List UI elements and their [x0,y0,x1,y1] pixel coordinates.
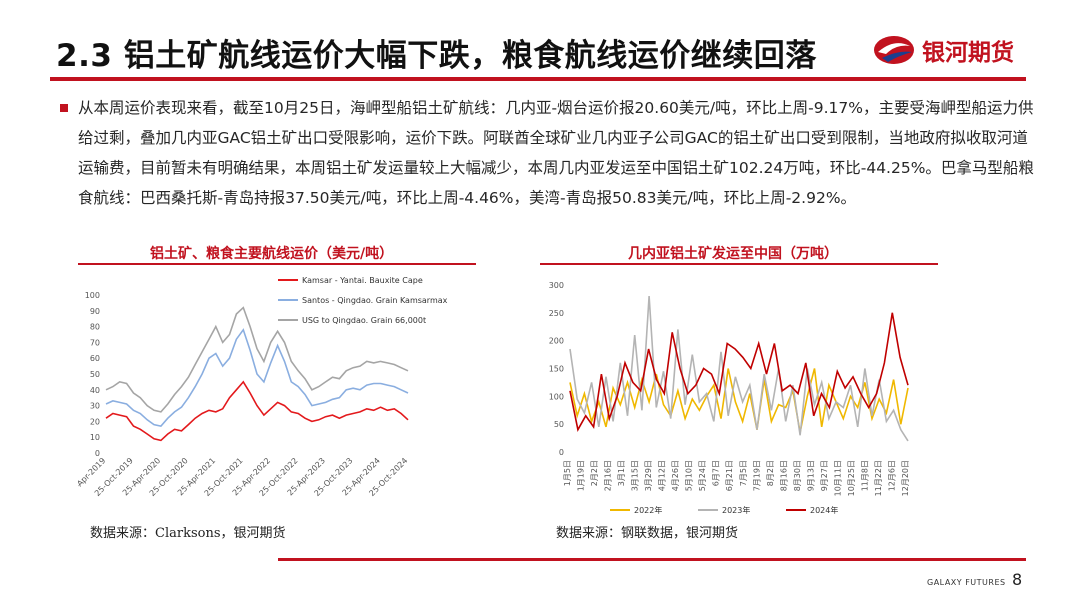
y-tick-label: 100 [85,291,100,300]
x-tick-label: 1月5日 [563,460,572,486]
x-tick-label: 7月5日 [739,460,748,486]
x-tick-label: 12月6日 [887,460,896,491]
freight-rate-chart: 010203040506070809010025-Apr-201925-Oct-… [78,276,448,498]
series-line [569,312,909,432]
y-tick-label: 50 [554,420,564,429]
x-tick-label: 6月7日 [712,460,721,486]
series-line [105,380,409,442]
legend-label: 2022年 [634,505,662,515]
guinea-shipment-chart: 0 50 100 150 200 250 300 1月5日 1月19日 2月2日 2月16日 3月1日… [549,281,910,515]
x-tick-label: 3月1日 [617,460,626,486]
legend-label: 2024年 [810,505,838,515]
bullet-marker [60,104,68,112]
x-tick-label: 7月19日 [752,460,761,491]
legend-label: USG to Qingdao. Grain 66,000t [302,316,426,325]
y-tick-label: 300 [549,281,564,290]
y-tick-label: 250 [549,309,564,318]
x-tick-label: 9月27日 [820,460,829,491]
right-chart-divider [540,263,938,265]
footer-brand: GALAXY FUTURES [927,578,1006,587]
y-tick-label: 10 [90,433,100,442]
y-tick-label: 60 [90,354,100,363]
x-tick-label: 8月30日 [793,460,802,491]
y-tick-label: 80 [90,323,100,332]
x-tick-label: 6月21日 [725,460,734,491]
legend-label: 2023年 [722,505,750,515]
y-tick-label: 150 [549,365,564,374]
series-line [105,306,409,413]
y-tick-label: 20 [90,417,100,426]
left-chart-divider [78,263,476,265]
galaxy-logo-icon [874,36,914,64]
x-tick-label: 5月10日 [685,460,694,491]
footer-divider [278,558,1026,561]
x-tick-label: 12月20日 [901,460,910,496]
x-tick-label: 1月19日 [577,460,586,491]
brand-logo: 银河期货 [872,30,1014,70]
y-tick-label: 0 [559,448,564,457]
page-title: 2.3 铝土矿航线运价大幅下跌，粮食航线运价继续回落 [56,38,817,74]
y-tick-label: 50 [90,370,100,379]
page-number: 8 [1012,570,1023,589]
x-tick-label: 10月11日 [833,460,842,496]
y-tick-label: 30 [90,402,100,411]
y-tick-label: 90 [90,307,100,316]
right-chart-source: 数据来源：钢联数据，银河期货 [556,526,739,541]
x-tick-label: 2月2日 [590,460,599,486]
x-tick-label: 8月2日 [766,460,775,486]
x-tick-label: 10月25日 [847,460,856,496]
x-tick-label: 4月12日 [658,460,667,491]
y-tick-label: 100 [549,392,564,401]
left-chart-title: 铝土矿、粮食主要航线运价（美元/吨） [150,246,394,262]
x-tick-label: 8月16日 [779,460,788,491]
legend-label: Kamsar - Yantai. Bauxite Cape [302,276,423,285]
x-tick-label: 4月26日 [671,460,680,491]
summary-paragraph: 从本周运价表现来看，截至10月25日，海岬型船铝土矿航线：几内亚-烟台运价报20… [78,99,1034,207]
y-tick-label: 70 [90,338,100,347]
series-line [569,296,909,442]
series-line [569,368,909,433]
brand-name: 银河期货 [922,40,1014,66]
x-tick-label: 3月15日 [631,460,640,491]
x-tick-label: 9月13日 [806,460,815,491]
x-tick-label: 2月16日 [604,460,613,491]
header-divider [50,77,1026,81]
x-tick-label: 3月29日 [644,460,653,491]
series-line [105,328,409,427]
x-tick-label: 11月22日 [874,460,883,496]
left-chart-source: 数据来源：Clarksons，银河期货 [90,526,286,541]
right-chart-title: 几内亚铝土矿发运至中国（万吨） [628,246,838,262]
y-tick-label: 40 [90,386,100,395]
x-tick-label: 5月24日 [698,460,707,491]
x-tick-label: 11月8日 [860,460,869,491]
y-tick-label: 200 [549,337,564,346]
legend-label: Santos - Qingdao. Grain Kamsarmax [302,296,448,305]
y-tick-label: 0 [95,449,100,458]
